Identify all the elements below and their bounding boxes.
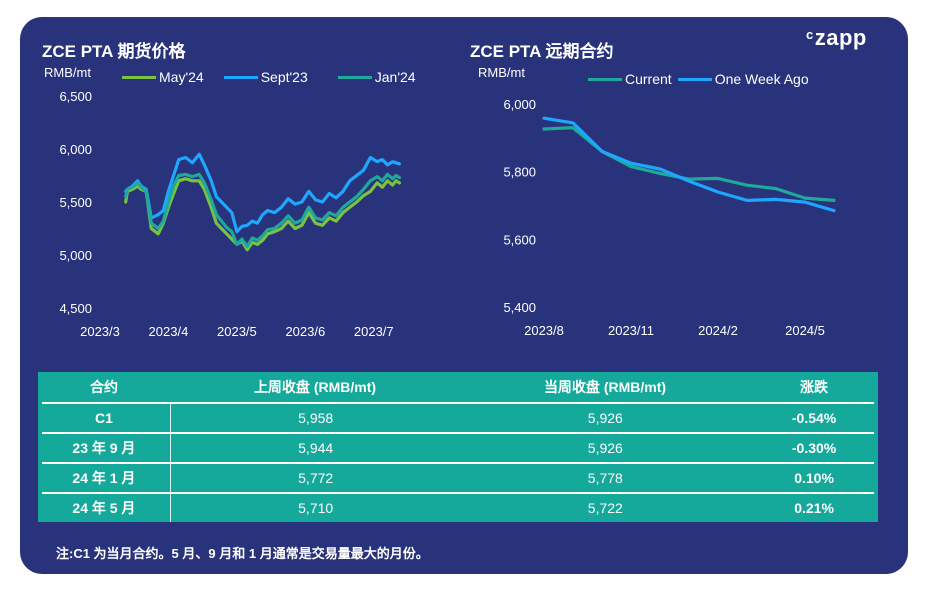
table-row: C1 5,958 5,926 -0.54% (38, 404, 878, 432)
legend-item-current: Current (588, 71, 672, 87)
table-row: 23 年 9 月 5,944 5,926 -0.30% (38, 434, 878, 462)
right-chart-legend: Current One Week Ago (588, 71, 829, 87)
right-series-line-one-week-ago (542, 116, 836, 213)
right-xtick-label: 2024/2 (698, 323, 738, 338)
left-chart-title: ZCE PTA 期货价格 (42, 42, 186, 61)
header-last-week-close: 上周收盘 (RMB/mt) (253, 379, 377, 395)
footnote: 注:C1 为当月合约。5 月、9 月和 1 月通常是交易量最大的月份。 (56, 546, 429, 561)
report-card: czapp ZCE PTA 期货价格 RMB/mt May'24 Sept'23… (20, 17, 908, 574)
right-chart-unit: RMB/mt (478, 65, 525, 80)
right-forward-curve-chart: 6,000 5,800 5,600 5,400 2023/8 2023/11 2024/2 2… (503, 97, 836, 338)
legend-item-may24: May'24 (122, 69, 204, 85)
left-xtick-label: 2023/5 (217, 324, 257, 339)
legend-item-sept23: Sept'23 (223, 69, 308, 85)
cell-change: 0.21% (794, 500, 834, 516)
legend-item-jan24: Jan'24 (337, 69, 416, 85)
left-xtick-label: 2023/7 (354, 324, 394, 339)
left-ytick-label: 5,500 (59, 195, 92, 210)
right-chart-title: ZCE PTA 远期合约 (470, 42, 614, 61)
cell-last-week: 5,958 (298, 410, 334, 426)
right-ytick-label: 5,400 (503, 300, 536, 315)
cell-this-week: 5,722 (587, 500, 623, 516)
right-ytick-label: 5,600 (503, 232, 536, 247)
right-xtick-label: 2023/11 (608, 323, 654, 338)
left-ytick-label: 5,000 (59, 248, 92, 263)
right-xtick-label: 2024/5 (785, 323, 825, 338)
left-ytick-label: 6,500 (59, 89, 92, 104)
left-xtick-label: 2023/3 (80, 324, 120, 339)
left-ytick-label: 4,500 (59, 301, 92, 316)
left-chart-legend: May'24 Sept'23 Jan'24 (122, 69, 436, 85)
cell-this-week: 5,926 (587, 410, 623, 426)
header-this-week-close: 当周收盘 (RMB/mt) (543, 379, 667, 395)
cell-change: -0.30% (791, 440, 837, 456)
legend-item-one-week-ago: One Week Ago (677, 71, 809, 87)
czapp-logo: czapp (806, 25, 867, 50)
header-change: 涨跌 (800, 379, 828, 395)
right-xtick-label: 2023/8 (524, 323, 564, 338)
right-ytick-label: 6,000 (503, 97, 536, 112)
header-contract: 合约 (90, 379, 118, 395)
table-row: 24 年 1 月 5,772 5,778 0.10% (38, 464, 878, 492)
cell-last-week: 5,944 (298, 440, 334, 456)
cell-contract: 24 年 1 月 (38, 464, 171, 492)
cell-contract: 24 年 5 月 (38, 494, 171, 522)
table-header-row: 合约 上周收盘 (RMB/mt) 当周收盘 (RMB/mt) 涨跌 (38, 372, 878, 402)
cell-contract: C1 (38, 404, 171, 432)
left-series-line-jan-24 (124, 172, 401, 249)
cell-contract: 23 年 9 月 (38, 434, 171, 462)
cell-this-week: 5,778 (587, 470, 623, 486)
left-xtick-label: 2023/6 (285, 324, 325, 339)
left-futures-chart: 6,500 6,000 5,500 5,000 4,500 2023/3 2023/4 202… (59, 89, 401, 339)
left-chart-unit: RMB/mt (44, 65, 91, 80)
cell-last-week: 5,710 (298, 500, 334, 516)
right-ytick-label: 5,800 (503, 165, 536, 180)
cell-last-week: 5,772 (298, 470, 334, 486)
cell-change: 0.10% (794, 470, 834, 486)
table-row: 24 年 5 月 5,710 5,722 0.21% (38, 494, 878, 522)
contract-table: 合约 上周收盘 (RMB/mt) 当周收盘 (RMB/mt) 涨跌 C1 5,9… (38, 372, 878, 522)
left-xtick-label: 2023/4 (149, 324, 189, 339)
left-series-line-sept-23 (124, 152, 401, 234)
cell-change: -0.54% (791, 410, 837, 426)
cell-this-week: 5,926 (587, 440, 623, 456)
left-ytick-label: 6,000 (59, 142, 92, 157)
